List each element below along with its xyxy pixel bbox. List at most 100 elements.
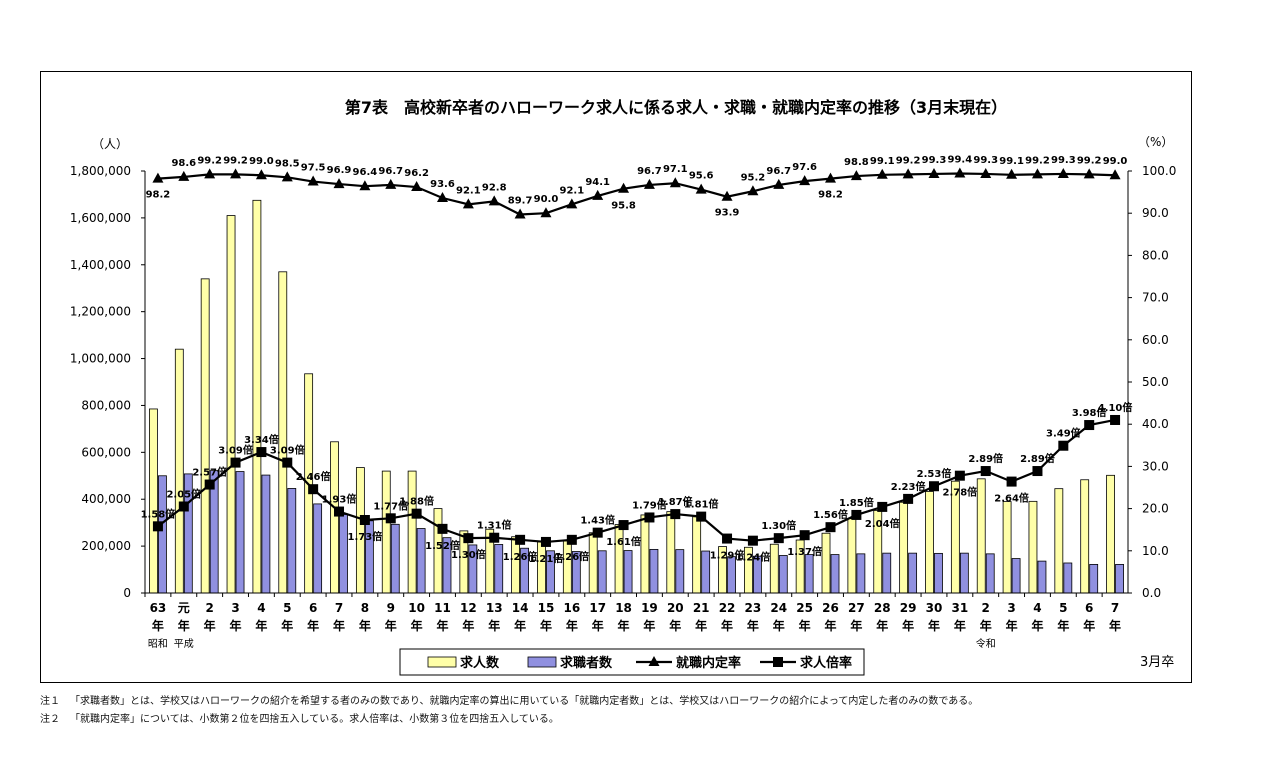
data-label-bairitsu: 1.93倍 bbox=[322, 493, 357, 506]
y-right-tick-label: 70.0 bbox=[1142, 291, 1169, 305]
marker-bairitsu bbox=[903, 493, 914, 504]
y-right-tick-label: 60.0 bbox=[1142, 333, 1169, 347]
marker-naitei bbox=[1109, 169, 1121, 180]
data-label-naitei: 99.2 bbox=[896, 155, 921, 166]
x-tick-suffix: 年 bbox=[514, 618, 526, 633]
marker-naitei bbox=[411, 181, 423, 192]
marker-bairitsu bbox=[696, 511, 707, 522]
marker-bairitsu bbox=[204, 479, 215, 490]
x-tick-suffix: 年 bbox=[152, 618, 164, 633]
x-tick-label: 13 bbox=[486, 601, 503, 615]
marker-bairitsu bbox=[385, 513, 396, 524]
marker-naitei bbox=[1057, 167, 1069, 178]
marker-naitei bbox=[773, 178, 785, 189]
x-tick-suffix: 年 bbox=[592, 618, 604, 633]
x-tick-suffix: 年 bbox=[1083, 618, 1095, 633]
x-tick-label: 7 bbox=[1111, 601, 1119, 615]
chart-frame bbox=[40, 71, 1192, 683]
bar-kyujin bbox=[666, 511, 676, 594]
x-tick-suffix: 年 bbox=[230, 618, 242, 633]
bar-kyushoku bbox=[856, 553, 866, 594]
legend-label-3: 求人倍率 bbox=[800, 655, 852, 671]
x-tick-label: 23 bbox=[745, 601, 762, 615]
bar-kyujin bbox=[511, 536, 520, 594]
x-tick-suffix: 年 bbox=[566, 618, 578, 633]
y-right-tick-label: 50.0 bbox=[1142, 375, 1169, 389]
x-tick-label: 15 bbox=[538, 601, 555, 615]
marker-naitei bbox=[721, 190, 733, 201]
data-label-bairitsu: 1.61倍 bbox=[606, 535, 641, 548]
x-tick-label: 6 bbox=[1085, 601, 1093, 615]
bar-kyujin bbox=[174, 348, 184, 594]
data-label-naitei: 99.3 bbox=[1051, 155, 1076, 166]
marker-naitei bbox=[876, 168, 888, 179]
bar-kyujin bbox=[252, 199, 262, 594]
x-tick-suffix: 年 bbox=[1109, 618, 1121, 633]
data-label-naitei: 92.1 bbox=[559, 185, 584, 196]
data-label-bairitsu: 2.05倍 bbox=[166, 487, 201, 500]
data-label-bairitsu: 3.09倍 bbox=[270, 444, 305, 457]
x-tick-label: 4 bbox=[257, 601, 265, 615]
x-tick-suffix: 年 bbox=[411, 618, 423, 633]
data-label-naitei: 96.7 bbox=[378, 166, 403, 177]
marker-naitei bbox=[488, 195, 500, 206]
marker-bairitsu bbox=[928, 481, 939, 492]
data-label-naitei: 99.1 bbox=[870, 156, 895, 167]
marker-bairitsu bbox=[230, 457, 241, 468]
data-label-bairitsu: 3.49倍 bbox=[1046, 427, 1081, 440]
data-label-bairitsu: 1.52倍 bbox=[425, 539, 460, 552]
marker-bairitsu bbox=[670, 509, 681, 520]
marker-naitei bbox=[643, 178, 655, 189]
marker-bairitsu bbox=[489, 532, 500, 543]
bar-kyushoku bbox=[287, 488, 297, 594]
marker-bairitsu bbox=[592, 527, 603, 538]
y-left-tick-label: 400,000 bbox=[81, 492, 131, 506]
data-label-naitei: 99.4 bbox=[948, 155, 973, 166]
marker-naitei bbox=[178, 170, 190, 181]
marker-naitei bbox=[592, 189, 604, 200]
series-line-naitei bbox=[157, 172, 1116, 216]
x-tick-label: 7 bbox=[335, 601, 343, 615]
legend-label-1: 求職者数 bbox=[560, 655, 613, 671]
marker-naitei bbox=[230, 168, 242, 179]
data-label-bairitsu: 3.98倍 bbox=[1072, 406, 1107, 419]
data-label-naitei: 92.8 bbox=[482, 182, 507, 193]
bar-kyushoku bbox=[261, 474, 271, 594]
marker-bairitsu bbox=[1006, 476, 1017, 487]
legend-label-0: 求人数 bbox=[460, 655, 500, 671]
data-label-naitei: 97.5 bbox=[301, 163, 326, 174]
data-label-bairitsu: 2.23倍 bbox=[891, 480, 926, 493]
marker-bairitsu bbox=[825, 522, 836, 533]
bar-kyushoku bbox=[959, 552, 969, 594]
x-tick-label: 10 bbox=[408, 601, 425, 615]
x-tick-label: 2 bbox=[205, 601, 213, 615]
x-tick-suffix: 年 bbox=[178, 618, 190, 633]
x-tick-label: 29 bbox=[900, 601, 917, 615]
y-left-tick-label: 800,000 bbox=[81, 398, 131, 412]
bar-kyujin bbox=[1106, 474, 1115, 594]
data-label-naitei: 98.8 bbox=[844, 157, 869, 168]
bar-kyushoku bbox=[1037, 560, 1047, 594]
marker-naitei bbox=[928, 167, 940, 178]
bar-kyujin bbox=[355, 467, 365, 594]
data-label-bairitsu: 1.26倍 bbox=[503, 550, 538, 563]
y-right-tick-label: 30.0 bbox=[1142, 459, 1169, 473]
x-tick-label: 14 bbox=[512, 601, 529, 615]
marker-bairitsu bbox=[1110, 414, 1121, 425]
x-tick-label: 26 bbox=[822, 601, 839, 615]
marker-bairitsu bbox=[644, 512, 655, 523]
data-label-bairitsu: 1.24倍 bbox=[736, 551, 771, 564]
x-tick-suffix: 年 bbox=[695, 618, 707, 633]
x-tick-suffix: 年 bbox=[721, 618, 733, 633]
note-1-label: 注１ bbox=[40, 696, 60, 707]
y-left-tick-label: 1,000,000 bbox=[70, 352, 131, 366]
bar-kyushoku bbox=[804, 554, 814, 594]
bar-kyushoku bbox=[985, 553, 995, 594]
bar-kyushoku bbox=[623, 550, 633, 594]
x-tick-suffix: 年 bbox=[1057, 618, 1069, 633]
x-tick-suffix: 年 bbox=[669, 618, 681, 633]
marker-naitei bbox=[281, 171, 293, 182]
chart-title: 第7表 高校新卒者のハローワーク求人に係る求人・求職・就職内定率の推移（3月末現… bbox=[345, 98, 1007, 117]
bar-kyushoku bbox=[313, 503, 323, 594]
